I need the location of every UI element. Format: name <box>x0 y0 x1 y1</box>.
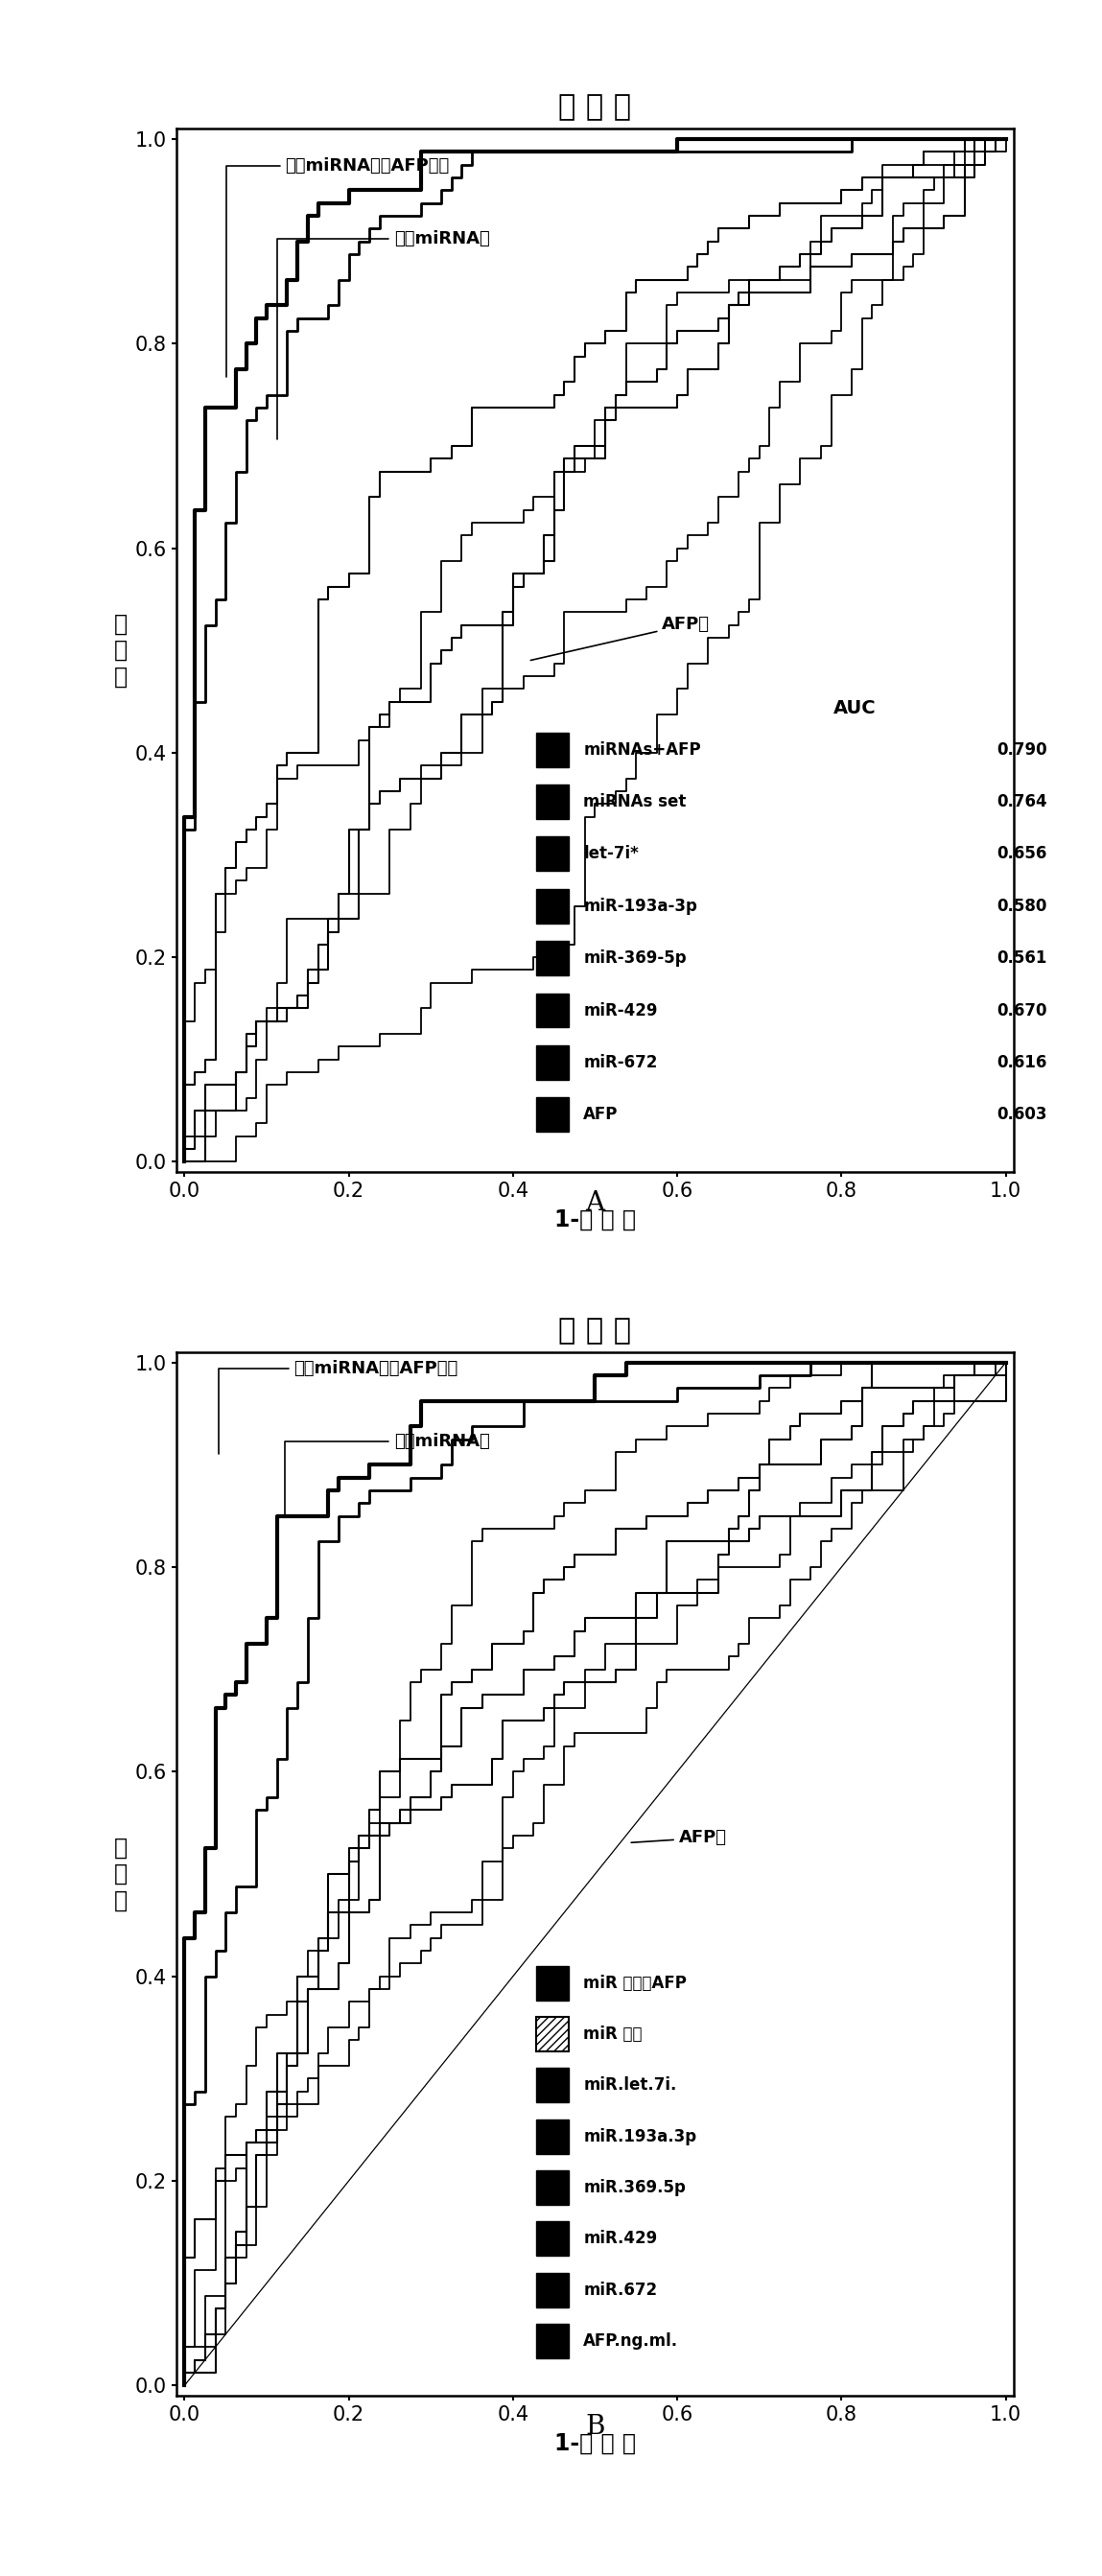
Text: miR.429: miR.429 <box>583 2231 658 2246</box>
Text: 特异miRNA组与AFP组合: 特异miRNA组与AFP组合 <box>227 157 450 376</box>
Text: miR-369-5p: miR-369-5p <box>583 951 687 966</box>
Bar <box>537 2272 569 2308</box>
Text: miRNAs set: miRNAs set <box>583 793 687 811</box>
Bar <box>537 940 569 976</box>
Text: 0.580: 0.580 <box>997 896 1047 914</box>
Bar <box>537 786 569 819</box>
Text: miR 组合＋AFP: miR 组合＋AFP <box>583 1973 687 1991</box>
Text: B: B <box>585 2414 605 2439</box>
Title: 训 练 集: 训 练 集 <box>559 93 631 121</box>
Bar <box>537 2069 569 2102</box>
Text: AFP.ng.ml.: AFP.ng.ml. <box>583 2331 679 2349</box>
Text: 特异miRNA组与AFP组合: 特异miRNA组与AFP组合 <box>218 1360 457 1453</box>
X-axis label: 1-特 异 性: 1-特 异 性 <box>554 2432 636 2455</box>
Text: miR.193a.3p: miR.193a.3p <box>583 2128 696 2146</box>
X-axis label: 1-特 异 性: 1-特 异 性 <box>554 1208 636 1231</box>
Bar <box>537 2221 569 2257</box>
Bar <box>537 2172 569 2205</box>
Text: miR-429: miR-429 <box>583 1002 658 1020</box>
Text: miR.let.7i.: miR.let.7i. <box>583 2076 677 2094</box>
Text: A: A <box>585 1190 605 1216</box>
Bar <box>537 732 569 768</box>
Text: 特异miRNA组: 特异miRNA组 <box>277 229 489 438</box>
Bar <box>537 2120 569 2154</box>
Text: 0.764: 0.764 <box>997 793 1048 811</box>
Bar <box>537 1046 569 1079</box>
Text: AUC: AUC <box>833 698 876 716</box>
Text: miR-193a-3p: miR-193a-3p <box>583 896 698 914</box>
Text: miR.672: miR.672 <box>583 2282 657 2298</box>
Bar <box>537 1097 569 1131</box>
Text: miR.369.5p: miR.369.5p <box>583 2179 685 2197</box>
Text: 0.603: 0.603 <box>997 1105 1047 1123</box>
Bar <box>537 837 569 871</box>
Text: 0.616: 0.616 <box>997 1054 1047 1072</box>
Text: 特异miRNA组: 特异miRNA组 <box>285 1432 489 1517</box>
Bar <box>537 994 569 1028</box>
Text: miR 组合: miR 组合 <box>583 2025 642 2043</box>
Bar <box>537 1965 569 2002</box>
Text: 0.790: 0.790 <box>997 742 1048 757</box>
Text: miR-672: miR-672 <box>583 1054 658 1072</box>
Bar <box>537 2324 569 2357</box>
Bar <box>537 889 569 922</box>
Text: let-7i*: let-7i* <box>583 845 639 863</box>
Y-axis label: 敏
感
性: 敏 感 性 <box>114 613 127 688</box>
Text: miRNAs+AFP: miRNAs+AFP <box>583 742 701 757</box>
Title: 验 证 集: 验 证 集 <box>559 1316 631 1345</box>
Text: AFP: AFP <box>583 1105 618 1123</box>
Text: AFP组: AFP组 <box>631 1829 727 1847</box>
Text: 0.656: 0.656 <box>997 845 1047 863</box>
Text: 0.670: 0.670 <box>997 1002 1047 1020</box>
Text: AFP组: AFP组 <box>531 616 710 659</box>
Y-axis label: 敏
感
性: 敏 感 性 <box>114 1837 127 1911</box>
Text: 0.561: 0.561 <box>997 951 1047 966</box>
Bar <box>537 2017 569 2050</box>
